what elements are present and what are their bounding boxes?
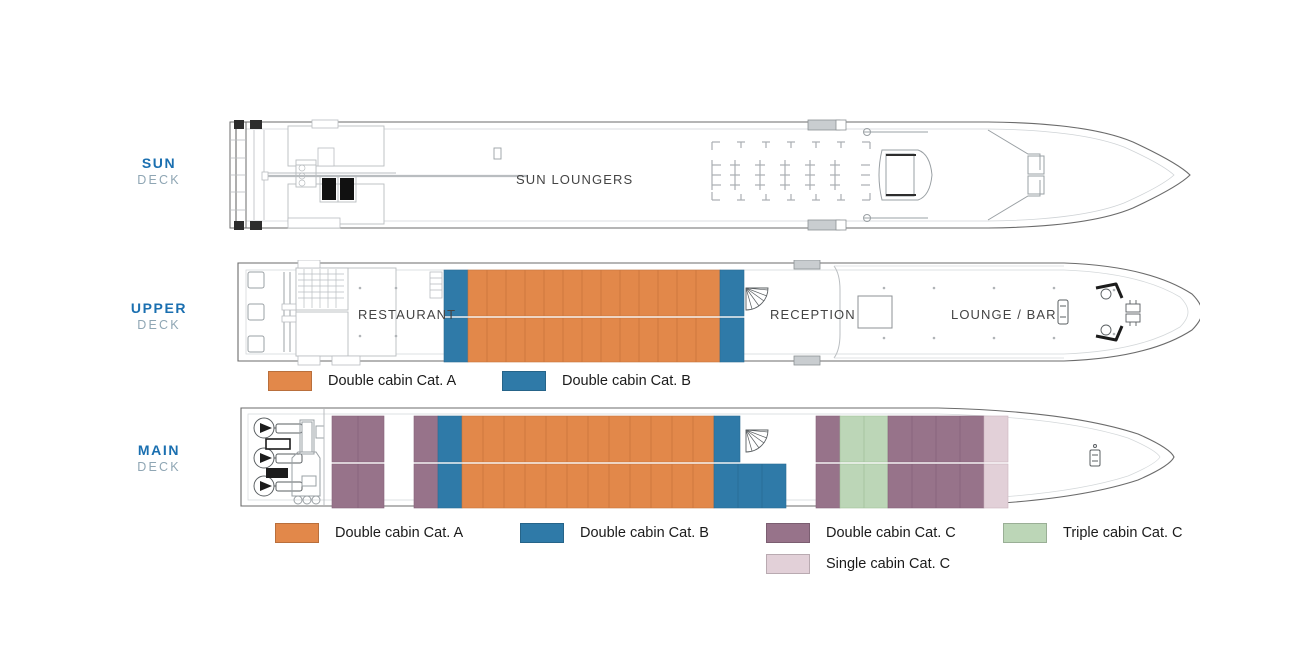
staircase-icon xyxy=(745,287,769,311)
legend-item-main-0: Double cabin Cat. A xyxy=(275,523,463,543)
legend-swatch-main-cat-c-single xyxy=(766,554,810,574)
legend-label-cat-b: Double cabin Cat. B xyxy=(562,373,691,389)
legend-swatch-main-cat-c-double xyxy=(766,523,810,543)
legend-label-cat-a: Double cabin Cat. A xyxy=(328,373,457,389)
legend-label-main-cat-c-triple: Triple cabin Cat. C xyxy=(1063,525,1183,541)
main-deck-cabins-starboard xyxy=(331,463,1009,509)
deck-label-sun-sub: DECK xyxy=(137,172,181,187)
deck-label-main-name: MAIN xyxy=(137,442,181,458)
legend-swatch-main-cat-b xyxy=(520,523,564,543)
legend-item-upper-1: Double cabin Cat. B xyxy=(502,371,691,391)
deck-label-main-sub: DECK xyxy=(137,459,181,474)
deck-label-main: MAIN DECK xyxy=(84,442,234,475)
room-label-lounge-bar: LOUNGE / BAR xyxy=(951,307,1057,322)
legend-item-main-3: Triple cabin Cat. C xyxy=(1003,523,1183,543)
legend-label-main-cat-c-double: Double cabin Cat. C xyxy=(826,525,956,541)
sun-lounger-grid xyxy=(711,141,871,201)
room-label-reception: RECEPTION xyxy=(770,307,856,322)
upper-deck-cabins-port xyxy=(443,269,745,317)
legend-swatch-cat-a xyxy=(268,371,312,391)
deck-label-sun: SUN DECK xyxy=(84,155,234,188)
sun-deck-diagram xyxy=(229,119,1191,231)
deck-label-upper: UPPER DECK xyxy=(84,300,234,333)
main-deck-legend: Double cabin Cat. A Double cabin Cat. B … xyxy=(0,523,1305,579)
legend-label-main-cat-a: Double cabin Cat. A xyxy=(335,525,464,541)
room-label-sun-loungers: SUN LOUNGERS xyxy=(516,172,634,187)
upper-deck-diagram xyxy=(237,260,1200,366)
upper-deck-legend: Double cabin Cat. A Double cabin Cat. B xyxy=(0,371,1305,395)
legend-item-main-4: Single cabin Cat. C xyxy=(766,554,950,574)
room-label-restaurant: RESTAURANT xyxy=(358,307,457,322)
main-deck-cabins-port xyxy=(331,415,1009,463)
legend-swatch-main-cat-a xyxy=(275,523,319,543)
legend-swatch-cat-b xyxy=(502,371,546,391)
deck-label-upper-sub: DECK xyxy=(137,317,181,332)
legend-item-main-1: Double cabin Cat. B xyxy=(520,523,709,543)
legend-swatch-main-cat-c-triple xyxy=(1003,523,1047,543)
upper-deck-cabins-starboard xyxy=(443,317,745,363)
main-deck-diagram xyxy=(240,407,1175,509)
deck-label-upper-name: UPPER xyxy=(130,300,188,316)
legend-item-upper-0: Double cabin Cat. A xyxy=(268,371,456,391)
staircase-icon-main xyxy=(745,429,769,453)
deck-label-sun-name: SUN xyxy=(141,155,177,171)
legend-label-main-cat-c-single: Single cabin Cat. C xyxy=(826,556,951,572)
legend-item-main-2: Double cabin Cat. C xyxy=(766,523,956,543)
legend-label-main-cat-b: Double cabin Cat. B xyxy=(580,525,709,541)
